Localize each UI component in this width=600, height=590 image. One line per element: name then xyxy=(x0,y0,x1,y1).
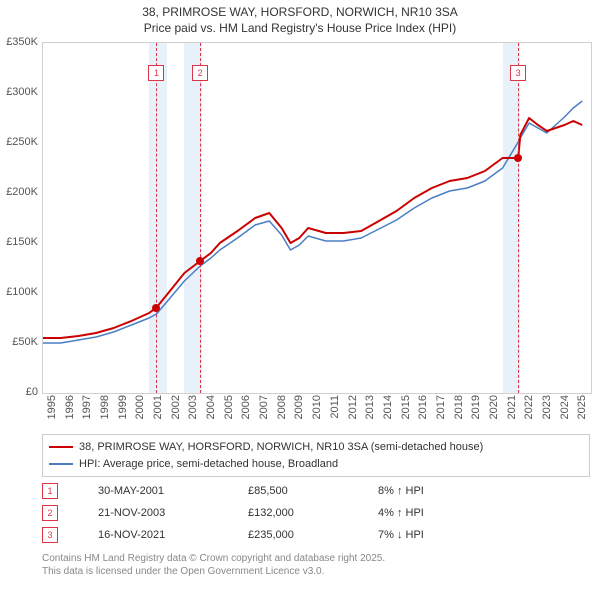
x-tick-label: 1999 xyxy=(117,395,129,419)
y-tick-label: £250K xyxy=(0,136,38,148)
sale-price: £85,500 xyxy=(248,485,378,497)
x-tick-label: 2007 xyxy=(258,395,270,419)
x-tick-label: 2019 xyxy=(470,395,482,419)
x-tick-label: 2020 xyxy=(488,395,500,419)
x-tick-label: 2022 xyxy=(523,395,535,419)
sale-date: 16-NOV-2021 xyxy=(98,529,248,541)
x-tick-label: 1997 xyxy=(81,395,93,419)
x-tick-label: 2014 xyxy=(382,395,394,419)
title-line2: Price paid vs. HM Land Registry's House … xyxy=(0,20,600,36)
x-tick-label: 2012 xyxy=(347,395,359,419)
plot-region: 1 2 3 xyxy=(42,42,592,394)
sale-date: 30-MAY-2001 xyxy=(98,485,248,497)
y-tick-label: £50K xyxy=(0,336,38,348)
legend-item: 38, PRIMROSE WAY, HORSFORD, NORWICH, NR1… xyxy=(49,439,583,456)
sale-date: 21-NOV-2003 xyxy=(98,507,248,519)
x-tick-label: 2002 xyxy=(170,395,182,419)
title-line1: 38, PRIMROSE WAY, HORSFORD, NORWICH, NR1… xyxy=(0,4,600,20)
legend: 38, PRIMROSE WAY, HORSFORD, NORWICH, NR1… xyxy=(42,434,590,477)
sale-row-marker: 1 xyxy=(42,483,58,499)
sale-row: 1 30-MAY-2001£85,5008% ↑ HPI xyxy=(42,480,590,502)
sale-row: 3 16-NOV-2021£235,0007% ↓ HPI xyxy=(42,524,590,546)
sale-delta: 8% ↑ HPI xyxy=(378,485,498,497)
footer-line1: Contains HM Land Registry data © Crown c… xyxy=(42,552,590,565)
footer-attribution: Contains HM Land Registry data © Crown c… xyxy=(42,552,590,578)
x-tick-label: 2000 xyxy=(134,395,146,419)
x-tick-label: 2004 xyxy=(205,395,217,419)
sales-table: 1 30-MAY-2001£85,5008% ↑ HPI 2 21-NOV-2003£… xyxy=(42,480,590,546)
footer-line2: This data is licensed under the Open Gov… xyxy=(42,565,590,578)
x-tick-label: 2005 xyxy=(223,395,235,419)
property-line xyxy=(43,118,582,338)
x-tick-label: 2021 xyxy=(506,395,518,419)
x-tick-label: 2023 xyxy=(541,395,553,419)
sale-marker-box: 1 xyxy=(148,65,164,81)
x-tick-label: 2024 xyxy=(559,395,571,419)
sale-row-marker: 2 xyxy=(42,505,58,521)
y-tick-label: £100K xyxy=(0,286,38,298)
sale-delta: 7% ↓ HPI xyxy=(378,529,498,541)
y-tick-label: £150K xyxy=(0,236,38,248)
x-tick-label: 2011 xyxy=(329,395,341,419)
sale-vline xyxy=(156,43,157,393)
legend-label: 38, PRIMROSE WAY, HORSFORD, NORWICH, NR1… xyxy=(79,439,483,456)
x-tick-label: 1998 xyxy=(99,395,111,419)
x-tick-label: 2003 xyxy=(187,395,199,419)
sale-vline xyxy=(200,43,201,393)
x-tick-label: 2001 xyxy=(152,395,164,419)
sale-vline xyxy=(518,43,519,393)
x-tick-label: 2017 xyxy=(435,395,447,419)
x-tick-label: 2009 xyxy=(293,395,305,419)
y-tick-label: £350K xyxy=(0,36,38,48)
x-tick-label: 2018 xyxy=(453,395,465,419)
legend-label: HPI: Average price, semi-detached house,… xyxy=(79,456,338,473)
sale-price: £235,000 xyxy=(248,529,378,541)
x-tick-label: 2010 xyxy=(311,395,323,419)
line-chart-svg xyxy=(43,43,591,393)
legend-swatch xyxy=(49,463,73,465)
y-tick-label: £0 xyxy=(0,386,38,398)
hpi-line xyxy=(43,101,582,343)
x-tick-label: 2025 xyxy=(576,395,588,419)
sale-marker-box: 2 xyxy=(192,65,208,81)
x-tick-label: 2016 xyxy=(417,395,429,419)
legend-item: HPI: Average price, semi-detached house,… xyxy=(49,456,583,473)
legend-swatch xyxy=(49,446,73,448)
sale-row-marker: 3 xyxy=(42,527,58,543)
chart-area: 1 2 3 xyxy=(42,42,590,392)
x-tick-label: 1996 xyxy=(64,395,76,419)
sale-row: 2 21-NOV-2003£132,0004% ↑ HPI xyxy=(42,502,590,524)
y-tick-label: £200K xyxy=(0,186,38,198)
sale-price: £132,000 xyxy=(248,507,378,519)
y-tick-label: £300K xyxy=(0,86,38,98)
sale-marker-box: 3 xyxy=(510,65,526,81)
x-tick-label: 1995 xyxy=(46,395,58,419)
x-tick-label: 2015 xyxy=(400,395,412,419)
chart-title: 38, PRIMROSE WAY, HORSFORD, NORWICH, NR1… xyxy=(0,0,600,36)
x-tick-label: 2008 xyxy=(276,395,288,419)
sale-delta: 4% ↑ HPI xyxy=(378,507,498,519)
x-tick-label: 2013 xyxy=(364,395,376,419)
x-tick-label: 2006 xyxy=(240,395,252,419)
